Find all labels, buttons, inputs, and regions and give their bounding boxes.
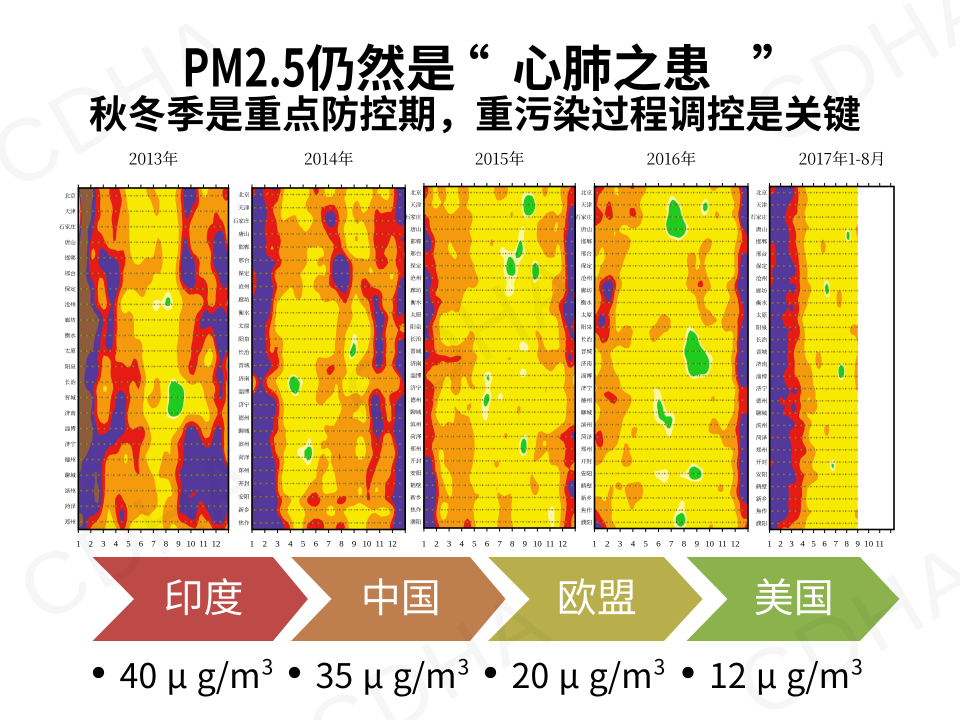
svg-text:1: 1 xyxy=(250,539,254,549)
svg-text:8: 8 xyxy=(164,539,169,549)
svg-text:7: 7 xyxy=(833,539,838,549)
svg-text:2: 2 xyxy=(434,539,438,549)
svg-text:5: 5 xyxy=(811,539,816,549)
svg-text:4: 4 xyxy=(459,539,464,549)
svg-text:11: 11 xyxy=(199,539,207,549)
svg-text:10: 10 xyxy=(363,539,372,549)
svg-text:8: 8 xyxy=(844,539,849,549)
svg-text:3: 3 xyxy=(618,539,623,549)
svg-text:11: 11 xyxy=(718,539,726,549)
svg-text:2: 2 xyxy=(605,539,609,549)
svg-text:8: 8 xyxy=(682,539,687,549)
svg-text:3: 3 xyxy=(447,539,452,549)
svg-text:1: 1 xyxy=(592,539,596,549)
svg-text:3: 3 xyxy=(275,539,280,549)
svg-text:9: 9 xyxy=(855,539,860,549)
svg-text:12: 12 xyxy=(731,539,740,549)
svg-text:8: 8 xyxy=(510,539,515,549)
svg-text:2: 2 xyxy=(778,539,782,549)
svg-text:9: 9 xyxy=(352,539,357,549)
svg-text:7: 7 xyxy=(326,539,331,549)
svg-text:12: 12 xyxy=(388,539,397,549)
svg-text:10: 10 xyxy=(864,539,873,549)
svg-text:4: 4 xyxy=(800,539,805,549)
svg-text:5: 5 xyxy=(472,539,477,549)
svg-text:6: 6 xyxy=(656,539,661,549)
svg-text:7: 7 xyxy=(151,539,156,549)
svg-text:11: 11 xyxy=(546,539,554,549)
svg-text:1: 1 xyxy=(76,539,80,549)
svg-text:5: 5 xyxy=(301,539,306,549)
svg-text:9: 9 xyxy=(176,539,181,549)
svg-text:6: 6 xyxy=(822,539,827,549)
svg-text:6: 6 xyxy=(485,539,490,549)
svg-text:11: 11 xyxy=(875,539,883,549)
svg-text:5: 5 xyxy=(126,539,131,549)
svg-text:9: 9 xyxy=(695,539,700,549)
svg-text:10: 10 xyxy=(187,539,196,549)
svg-text:8: 8 xyxy=(339,539,344,549)
svg-text:1: 1 xyxy=(767,539,771,549)
svg-text:9: 9 xyxy=(523,539,528,549)
svg-text:1: 1 xyxy=(422,539,426,549)
svg-text:6: 6 xyxy=(139,539,144,549)
svg-text:12: 12 xyxy=(558,539,567,549)
svg-text:5: 5 xyxy=(643,539,648,549)
svg-text:7: 7 xyxy=(669,539,674,549)
svg-text:4: 4 xyxy=(288,539,293,549)
svg-text:7: 7 xyxy=(497,539,502,549)
svg-text:2: 2 xyxy=(89,539,93,549)
svg-text:4: 4 xyxy=(631,539,636,549)
svg-text:3: 3 xyxy=(101,539,106,549)
svg-text:2: 2 xyxy=(263,539,267,549)
svg-text:3: 3 xyxy=(789,539,794,549)
svg-text:11: 11 xyxy=(375,539,383,549)
svg-text:4: 4 xyxy=(114,539,119,549)
svg-text:12: 12 xyxy=(212,539,221,549)
svg-text:10: 10 xyxy=(533,539,542,549)
svg-text:6: 6 xyxy=(314,539,319,549)
svg-text:10: 10 xyxy=(705,539,714,549)
